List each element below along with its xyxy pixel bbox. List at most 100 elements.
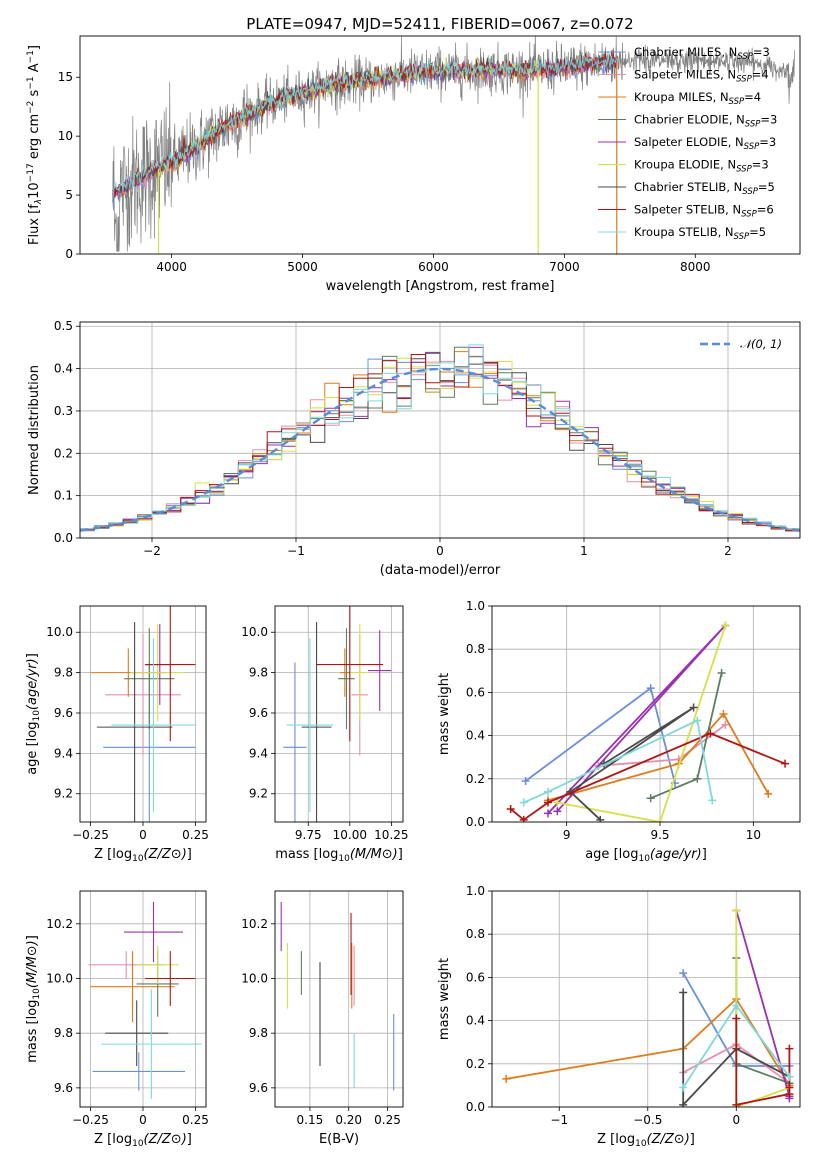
x-tick-label: 0 bbox=[139, 1113, 147, 1127]
weight-marker bbox=[732, 1001, 741, 1010]
weight-marker bbox=[544, 798, 552, 807]
errorbar-point bbox=[368, 630, 392, 711]
weight-marker bbox=[553, 798, 562, 807]
plot-area-mass-vs-Z bbox=[80, 891, 206, 1107]
x-tick-label: 10.00 bbox=[333, 828, 367, 842]
weight-marker bbox=[721, 621, 730, 630]
y-axis-label: age [log10(age/yr)] bbox=[25, 653, 42, 775]
weight-series bbox=[544, 621, 730, 818]
y-tick-label: 1.0 bbox=[466, 599, 485, 613]
weight-marker bbox=[732, 906, 741, 915]
weight-marker bbox=[506, 805, 515, 814]
legend-label: Kroupa STELIB, NSSP=5 bbox=[634, 225, 766, 242]
errorbar-point bbox=[124, 901, 183, 963]
y-axis-label: Normed distribution bbox=[27, 365, 42, 495]
legend-label: Salpeter MILES, NSSP=4 bbox=[634, 68, 769, 85]
x-tick-label: −1 bbox=[550, 1113, 568, 1127]
weight-marker bbox=[706, 729, 715, 738]
weight-marker bbox=[646, 684, 655, 693]
axes-frame bbox=[274, 890, 404, 1108]
axes-frame bbox=[79, 35, 801, 255]
weight-series bbox=[646, 668, 726, 803]
weight-line bbox=[523, 719, 714, 804]
weight-marker bbox=[553, 807, 562, 816]
weight-marker bbox=[719, 710, 728, 718]
y-tick-label: 0.4 bbox=[466, 1014, 485, 1028]
y-axis-label: mass weight bbox=[437, 958, 452, 1040]
x-tick-label: 9.75 bbox=[295, 828, 322, 842]
y-tick-label: 0.2 bbox=[54, 446, 73, 460]
y-tick-label: 0.5 bbox=[54, 319, 73, 333]
weight-marker bbox=[596, 815, 605, 822]
errorbar-point bbox=[286, 638, 334, 812]
y-axis-label: mass [log10(M/M⊙)] bbox=[25, 935, 42, 1063]
axes-frame bbox=[491, 605, 801, 823]
x-tick-label: 5000 bbox=[287, 260, 318, 274]
x-tick-label: 0.15 bbox=[297, 1113, 324, 1127]
x-axis-label: wavelength [Angstrom, rest frame] bbox=[326, 279, 555, 294]
weight-marker bbox=[519, 798, 528, 807]
weight-marker bbox=[679, 969, 688, 978]
weight-marker bbox=[544, 809, 552, 818]
errorbar-point bbox=[130, 624, 185, 722]
y-tick-label: 0.4 bbox=[466, 729, 485, 743]
x-axis-label: Z [log10(Z/Z⊙)] bbox=[597, 1132, 695, 1149]
weight-series bbox=[679, 1001, 794, 1092]
axes-histogram: −2 −1 0 1 2 0.0 0.1 0.2 0.3 0.4 0.5 (data-model)/er… bbox=[27, 319, 801, 578]
errorbar-point bbox=[90, 951, 175, 1023]
weight-marker bbox=[519, 815, 528, 822]
y-tick-label: 9.6 bbox=[249, 1081, 268, 1095]
weight-marker bbox=[502, 1074, 511, 1083]
axes-frame bbox=[79, 890, 207, 1108]
y-tick-label: 0.1 bbox=[54, 489, 73, 503]
plot-area-spectrum bbox=[112, 36, 795, 254]
x-tick-label: 1 bbox=[580, 544, 588, 558]
y-tick-label: 10.0 bbox=[241, 625, 268, 639]
y-tick-label: 0.0 bbox=[466, 815, 485, 829]
errorbar-point bbox=[145, 951, 196, 1006]
errorbar-point bbox=[105, 1000, 169, 1066]
histogram-step bbox=[80, 354, 800, 531]
x-axis-label: age [log10(age/yr)] bbox=[585, 847, 707, 864]
weight-marker bbox=[544, 787, 552, 796]
x-axis-label: Z [log10(Z/Z⊙)] bbox=[94, 847, 192, 864]
weight-line bbox=[568, 706, 695, 821]
y-tick-label: 10.2 bbox=[46, 917, 73, 931]
weight-marker bbox=[721, 720, 730, 729]
weight-line bbox=[735, 1018, 791, 1106]
y-tick-label: 0.6 bbox=[466, 685, 485, 699]
y-tick-label: 0.3 bbox=[54, 404, 73, 418]
x-tick-label: 0.25 bbox=[374, 1113, 401, 1127]
errorbar-point bbox=[101, 989, 202, 1099]
weight-line bbox=[510, 732, 786, 821]
weight-marker bbox=[679, 1083, 688, 1092]
axes-frame bbox=[274, 605, 404, 823]
weight-marker bbox=[689, 703, 698, 712]
x-tick-label: 8000 bbox=[680, 260, 711, 274]
axes-weight-vs-Z: −1 −0.5 0 0.0 0.2 0.4 0.6 0.8 1.0 Z [log10(Z/Z⊙)]… bbox=[437, 884, 801, 1149]
x-axis-label: Z [log10(Z/Z⊙)] bbox=[94, 1132, 192, 1149]
y-tick-label: 10.2 bbox=[241, 917, 268, 931]
y-tick-label: 0.2 bbox=[466, 772, 485, 786]
weight-marker bbox=[764, 789, 773, 798]
x-tick-label: 0.20 bbox=[335, 1113, 362, 1127]
errorbar-point bbox=[338, 628, 355, 730]
weight-marker bbox=[785, 1083, 794, 1092]
weight-line bbox=[735, 910, 791, 1099]
x-tick-label: 2 bbox=[724, 544, 732, 558]
x-tick-label: 10 bbox=[746, 828, 761, 842]
y-tick-label: 10 bbox=[58, 129, 73, 143]
y-tick-label: 10.0 bbox=[46, 971, 73, 985]
weight-marker bbox=[646, 794, 655, 803]
legend-label: Chabrier ELODIE, NSSP=3 bbox=[634, 113, 777, 130]
y-tick-label: 9.4 bbox=[54, 746, 73, 760]
weight-series bbox=[553, 621, 730, 822]
legend-label: 𝒩(0, 1) bbox=[740, 337, 782, 351]
y-tick-label: 9.6 bbox=[54, 1081, 73, 1095]
weight-marker bbox=[717, 668, 726, 677]
errorbar-point bbox=[111, 638, 196, 812]
axes-mass-vs-Z: −0.25 0 0.25 9.6 9.8 10.0 10.2 Z [log10(Z/Z⊙)] m… bbox=[25, 890, 209, 1149]
weight-line bbox=[547, 712, 770, 802]
x-tick-label: 4000 bbox=[156, 260, 187, 274]
